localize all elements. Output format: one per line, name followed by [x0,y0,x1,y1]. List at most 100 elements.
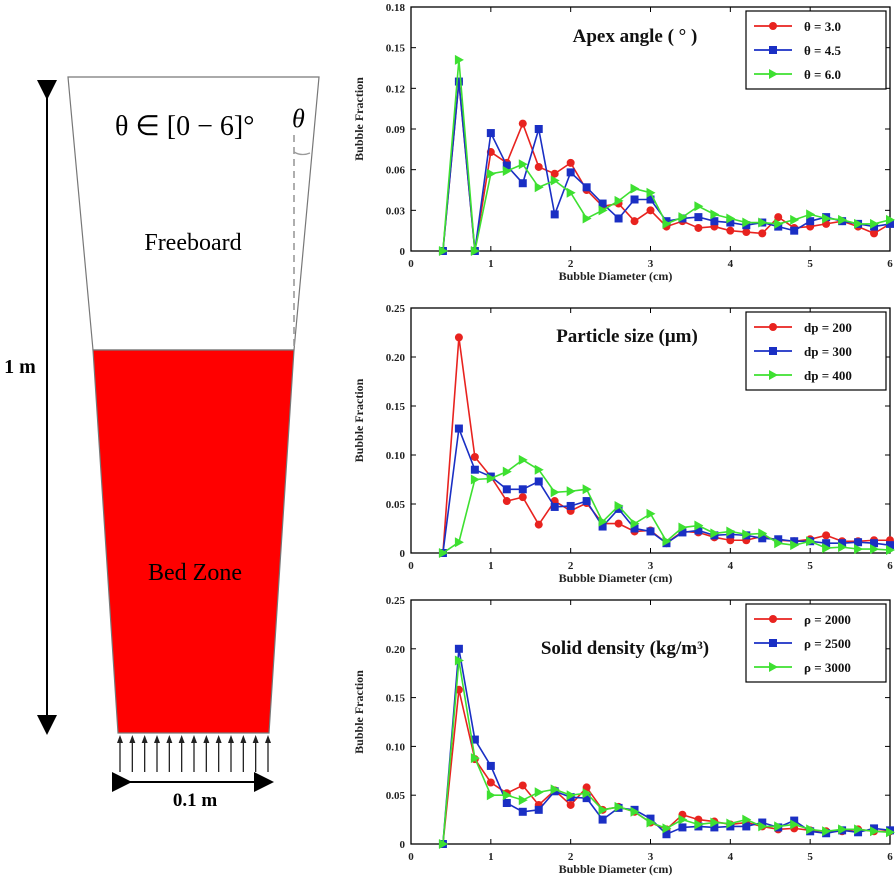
data-point [582,484,592,495]
x-tick-label: 3 [648,851,654,863]
angle-range-label: θ ∈ [0 − 6]° [115,111,254,142]
x-tick-label: 2 [568,851,574,863]
bed-zone [92,349,295,734]
data-point [534,520,543,529]
data-point [614,519,623,528]
legend-label: ρ = 2000 [804,612,851,627]
inflow-arrowhead [265,735,271,743]
data-point [886,541,894,550]
data-point [582,497,591,506]
legend-label: ρ = 3000 [804,660,851,675]
data-point [758,217,768,228]
y-tick-label: 0 [400,839,406,851]
data-point [886,827,895,838]
data-point [758,821,768,832]
data-point [838,214,848,225]
data-point [566,158,575,167]
data-point [518,493,527,502]
data-point [518,795,528,806]
data-point [646,814,655,823]
data-point [566,501,575,510]
legend-marker [769,69,778,79]
data-point [550,169,559,178]
data-point [502,790,512,801]
data-point [822,539,831,548]
data-point [774,538,784,549]
data-point [790,226,799,235]
data-point [710,817,720,828]
data-point [518,485,527,494]
inflow-arrowhead [117,735,123,743]
data-point [550,210,559,219]
inflow-arrowhead [215,735,222,743]
data-point [630,217,639,226]
y-tick-label: 0 [400,548,406,560]
x-tick-label: 1 [488,851,494,863]
x-tick-label: 2 [568,258,574,270]
data-point [630,518,640,529]
chart-title: Particle size (μm) [556,326,698,347]
data-point [566,187,576,198]
y-tick-label: 0.15 [386,401,406,413]
data-point [534,162,543,171]
legend-label: ρ = 2500 [804,636,851,651]
y-tick-label: 0.25 [386,595,406,607]
legend-marker [769,323,777,331]
data-point [758,534,767,543]
data-point [598,522,607,531]
legend-marker [769,22,777,30]
data-point [454,333,463,342]
data-point [534,182,544,193]
data-point [566,168,575,177]
data-point [630,183,640,194]
data-point [454,537,464,548]
data-point [758,818,767,827]
data-point [694,819,704,830]
y-tick-label: 0.05 [386,790,406,802]
x-axis-label: Bubble Diameter (cm) [559,571,673,585]
data-point [822,213,832,224]
inflow-arrowhead [252,735,259,743]
data-point [646,206,655,215]
x-tick-label: 1 [488,258,494,270]
data-point [614,801,624,812]
data-point [678,212,688,223]
data-point [694,223,703,232]
data-point [454,655,464,666]
data-point [470,753,480,764]
data-point [518,454,528,465]
y-tick-label: 0.03 [386,205,406,217]
data-point [806,824,816,835]
data-point [502,466,512,477]
data-point [502,485,511,494]
column-diagram: θ θ ∈ [0 − 6]° Freeboard Bed Zone 1 m 0.… [4,76,320,811]
data-point [806,209,816,220]
data-point [582,794,591,803]
data-point [550,502,559,511]
data-point [534,477,543,486]
data-point [646,195,655,204]
inflow-arrowhead [141,735,148,743]
data-point [598,815,607,824]
data-point [678,528,687,537]
data-point [598,199,607,208]
data-point [870,229,879,238]
y-tick-label: 0.10 [386,450,406,462]
data-point [774,821,784,832]
data-point [470,465,479,474]
data-point [742,814,752,825]
data-point [710,209,720,220]
data-point [534,464,544,475]
data-point [518,119,527,128]
legend-label: θ = 4.5 [804,43,841,58]
chart-apex-angle: 0 0.03 0.06 0.09 0.12 0.15 0.18 0 1 2 3 4 5 6 Bubble D… [352,2,895,283]
y-tick-label: 0.09 [386,124,406,136]
data-point [694,213,703,222]
data-point [646,508,656,519]
data-point [726,818,736,829]
data-point [550,784,560,795]
data-point [774,213,783,222]
data-point [598,205,608,216]
data-point [838,824,848,835]
data-point [534,805,543,814]
